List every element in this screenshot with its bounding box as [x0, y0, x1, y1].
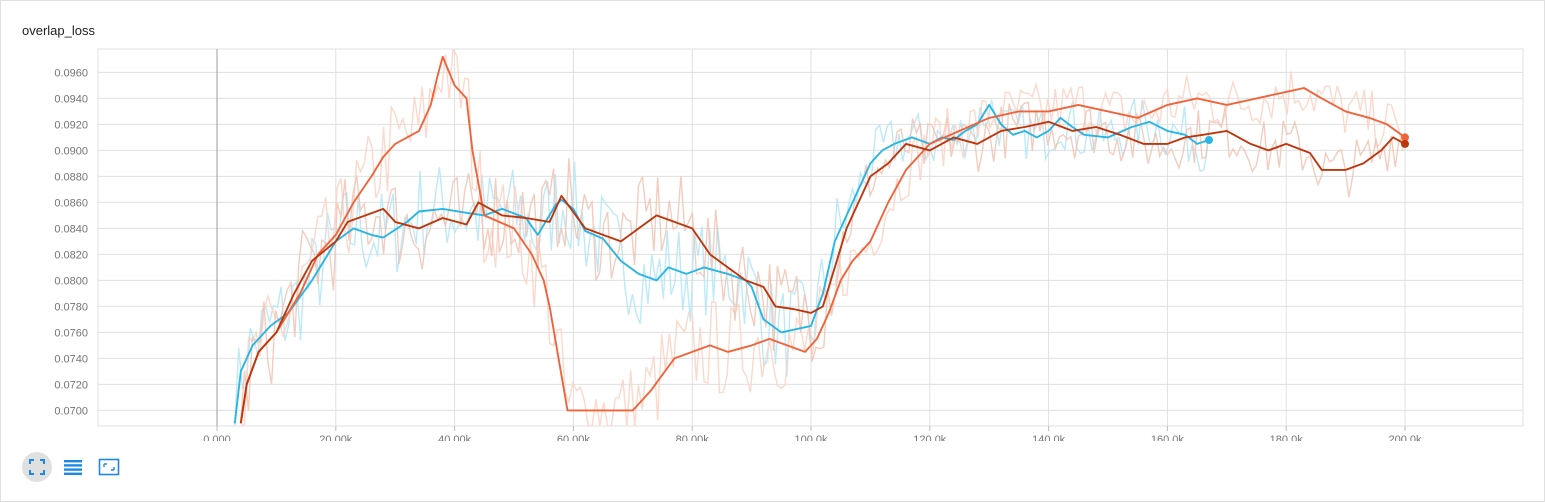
series-line [239, 55, 1406, 424]
series-group [233, 49, 1406, 426]
y-tick-label: 0.0720 [54, 379, 88, 391]
x-tick-label: 100.0k [794, 434, 828, 441]
x-tick-label: 60.00k [557, 434, 591, 441]
y-tick-label: 0.0860 [54, 197, 88, 209]
y-tick-label: 0.0700 [54, 405, 88, 417]
toggle-log-scale-icon [63, 458, 83, 476]
y-tick-label: 0.0760 [54, 327, 88, 339]
select-region-icon [98, 458, 120, 476]
x-tick-label: 180.0k [1270, 434, 1304, 441]
series-raw-line [234, 98, 1209, 426]
series-end-marker [1204, 136, 1213, 144]
x-tick-label: 140.0k [1032, 434, 1066, 441]
chart-title: overlap_loss [22, 23, 95, 38]
y-tick-label: 0.0900 [54, 145, 88, 157]
x-tick-label: 80.00k [676, 434, 710, 441]
y-tick-label: 0.0960 [54, 67, 88, 79]
y-tick-label: 0.0800 [54, 275, 88, 287]
x-tick-label: 120.0k [913, 434, 947, 441]
y-tick-label: 0.0940 [54, 93, 88, 105]
x-tick-label: 0.000 [203, 434, 231, 441]
y-tick-label: 0.0780 [54, 301, 88, 313]
series-end-marker [1401, 133, 1409, 142]
y-tick-label: 0.0840 [54, 223, 88, 235]
y-tick-label: 0.0920 [54, 119, 88, 131]
line-chart[interactable]: 0.0700 0.0720 0.0740 0.0760 0.0780 0.0800 0.08… [1, 1, 1544, 441]
series-line [239, 120, 1406, 424]
fit-domain-button[interactable] [22, 452, 52, 482]
series-line [233, 103, 1210, 424]
fit-domain-icon [28, 458, 46, 476]
y-tick-label: 0.0820 [54, 249, 88, 261]
toggle-log-scale-button[interactable] [58, 452, 88, 482]
x-tick-label: 20.00k [319, 434, 353, 441]
x-tick-label: 200.0k [1388, 434, 1422, 441]
series-end-marker [1401, 139, 1409, 148]
x-tick-label: 40.00k [438, 434, 472, 441]
series-raw-line [240, 49, 1404, 426]
select-region-button[interactable] [94, 452, 124, 482]
y-tick-label: 0.0740 [54, 353, 88, 365]
chart-toolbar [22, 452, 124, 482]
y-tick-label: 0.0880 [54, 171, 88, 183]
x-tick-label: 160.0k [1151, 434, 1185, 441]
